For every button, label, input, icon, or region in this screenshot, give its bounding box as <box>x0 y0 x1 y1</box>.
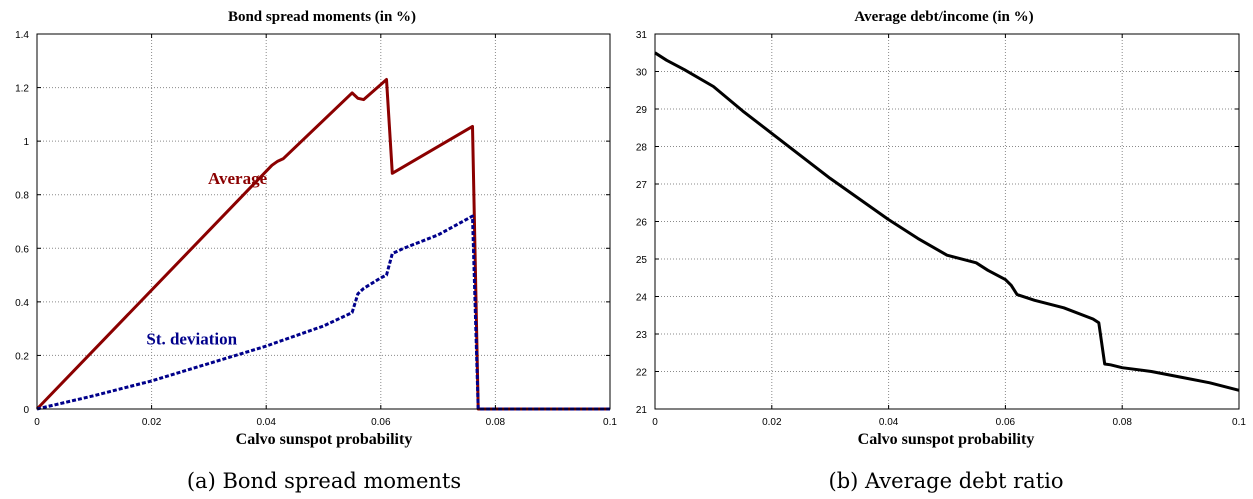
y-tick-label: 0 <box>23 405 29 416</box>
chart-a-title: Bond spread moments (in %) <box>228 9 416 25</box>
chart-a-caption: (a) Bond spread moments <box>187 469 461 493</box>
y-tick-label: 0.8 <box>15 191 29 202</box>
chart-b-caption: (b) Average debt ratio <box>829 469 1064 493</box>
y-tick-label: 1.2 <box>15 84 29 95</box>
y-tick-label: 24 <box>636 293 648 304</box>
chart-b-xlabel: Calvo sunspot probability <box>858 431 1035 448</box>
x-tick-label: 0.06 <box>371 417 391 428</box>
y-tick-label: 0.2 <box>15 351 29 362</box>
y-tick-label: 30 <box>636 68 648 79</box>
chart-a-grid <box>37 34 610 409</box>
chart-a-series <box>35 78 610 411</box>
series-line-st-deviation <box>36 214 610 411</box>
y-tick-label: 1 <box>23 137 29 148</box>
series-annotation: St. deviation <box>146 330 237 349</box>
chart-debt-income: Average debt/income (in %) 0 0.02 0.04 0.06… <box>636 9 1247 493</box>
x-tick-label: 0.1 <box>1232 417 1246 428</box>
x-tick-label: 0.02 <box>142 417 162 428</box>
chart-bond-spread: Bond spread moments (in %) 0 0.02 0.04 0.06… <box>15 9 617 493</box>
x-tick-label: 0.04 <box>256 417 276 428</box>
y-tick-label: 27 <box>636 180 648 191</box>
y-tick-label: 0.6 <box>15 244 29 255</box>
chart-a-xlabel: Calvo sunspot probability <box>236 431 413 448</box>
y-tick-label: 22 <box>636 368 648 379</box>
chart-a-frame <box>36 33 611 410</box>
x-tick-label: 0.08 <box>1112 417 1132 428</box>
y-tick-label: 0.4 <box>15 298 29 309</box>
x-tick-label: 0.02 <box>762 417 782 428</box>
chart-a-ticks: 0 0.02 0.04 0.06 0.08 0.1 0 0.2 0.4 0.6 0.8 1 1.2 1.4 <box>15 30 617 428</box>
series-annotation: Average <box>208 169 268 188</box>
y-tick-label: 28 <box>636 143 648 154</box>
y-tick-label: 1.4 <box>15 30 29 41</box>
x-tick-label: 0 <box>652 417 658 428</box>
x-tick-label: 0.04 <box>879 417 899 428</box>
series-line-average-debt-income <box>654 51 1240 392</box>
x-tick-label: 0 <box>34 417 40 428</box>
chart-b-series <box>654 51 1240 392</box>
y-tick-label: 23 <box>636 330 648 341</box>
chart-b-ticks: 0 0.02 0.04 0.06 0.08 0.1 21 22 23 24 25 26 27 28 29 30… <box>636 30 1247 428</box>
x-tick-label: 0.1 <box>603 417 617 428</box>
x-tick-label: 0.08 <box>486 417 506 428</box>
y-tick-label: 31 <box>636 30 648 41</box>
x-tick-label: 0.06 <box>996 417 1016 428</box>
series-line-average <box>35 78 610 411</box>
y-tick-label: 25 <box>636 255 648 266</box>
chart-b-grid <box>655 34 1239 409</box>
chart-a-annotations: Average St. deviation <box>146 169 267 349</box>
y-tick-label: 21 <box>636 405 648 416</box>
chart-b-title: Average debt/income (in %) <box>854 9 1033 25</box>
y-tick-label: 29 <box>636 105 648 116</box>
y-tick-label: 26 <box>636 218 648 229</box>
